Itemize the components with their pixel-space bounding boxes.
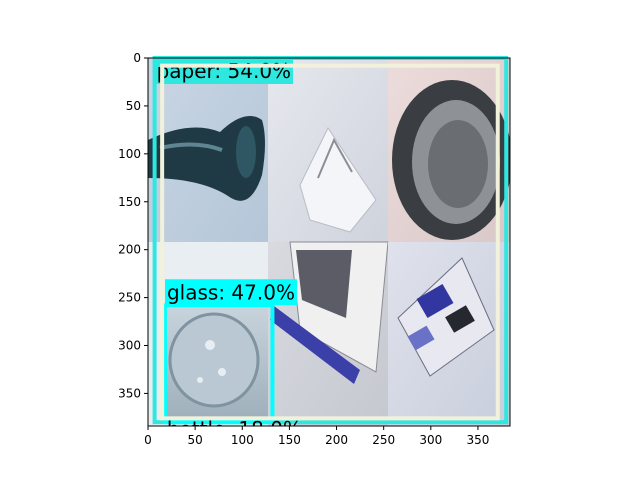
detection-overlays: paper: 54.0% glass: 47.0% bottle: 18.0% — [152, 56, 509, 441]
detection-label: glass: 47.0% — [167, 280, 295, 304]
glass-jar-tile — [148, 242, 270, 426]
x-tick-label: 250 — [372, 433, 395, 447]
detection-label-bg — [154, 58, 294, 84]
x-tick-label: 50 — [187, 433, 202, 447]
x-tick-label: 300 — [419, 433, 442, 447]
y-tick-label: 100 — [118, 147, 141, 161]
detection-label: paper: 54.0% — [157, 59, 291, 83]
metal-can-tile — [388, 58, 510, 242]
y-tick-label: 150 — [118, 195, 141, 209]
photo-mosaic — [148, 58, 510, 426]
y-tick-label: 50 — [126, 99, 141, 113]
detection-box — [160, 63, 500, 421]
plastic-film-tile — [268, 58, 388, 242]
detection-box: glass: 47.0% — [162, 279, 297, 425]
y-tick-label: 0 — [133, 51, 141, 65]
detection-rect — [160, 63, 500, 421]
x-tick-label: 0 — [144, 433, 152, 447]
detection-box: paper: 54.0% — [152, 56, 509, 425]
paper-collage-tile — [388, 242, 510, 426]
y-tick-label: 200 — [118, 243, 141, 257]
glass-bottle-tile — [148, 58, 268, 242]
y-tick-label: 250 — [118, 291, 141, 305]
x-axis: 0 50 100 150 200 250 300 350 — [144, 426, 489, 447]
x-tick-label: 150 — [278, 433, 301, 447]
x-tick-label: 200 — [325, 433, 348, 447]
x-tick-label: 350 — [466, 433, 489, 447]
plot-frame — [147, 57, 511, 427]
y-tick-label: 350 — [118, 386, 141, 400]
partial-detection-label: bottle: 18.0% — [167, 417, 302, 441]
y-axis: 0 50 100 150 200 250 300 350 — [118, 51, 148, 400]
magazine-paper-tile — [268, 241, 389, 426]
x-tick-label: 100 — [231, 433, 254, 447]
y-tick-label: 300 — [118, 339, 141, 353]
detection-label-bg — [164, 279, 297, 306]
axes: 0 50 100 150 200 250 300 350 0 50 100 150 200 250 300… — [118, 51, 511, 447]
